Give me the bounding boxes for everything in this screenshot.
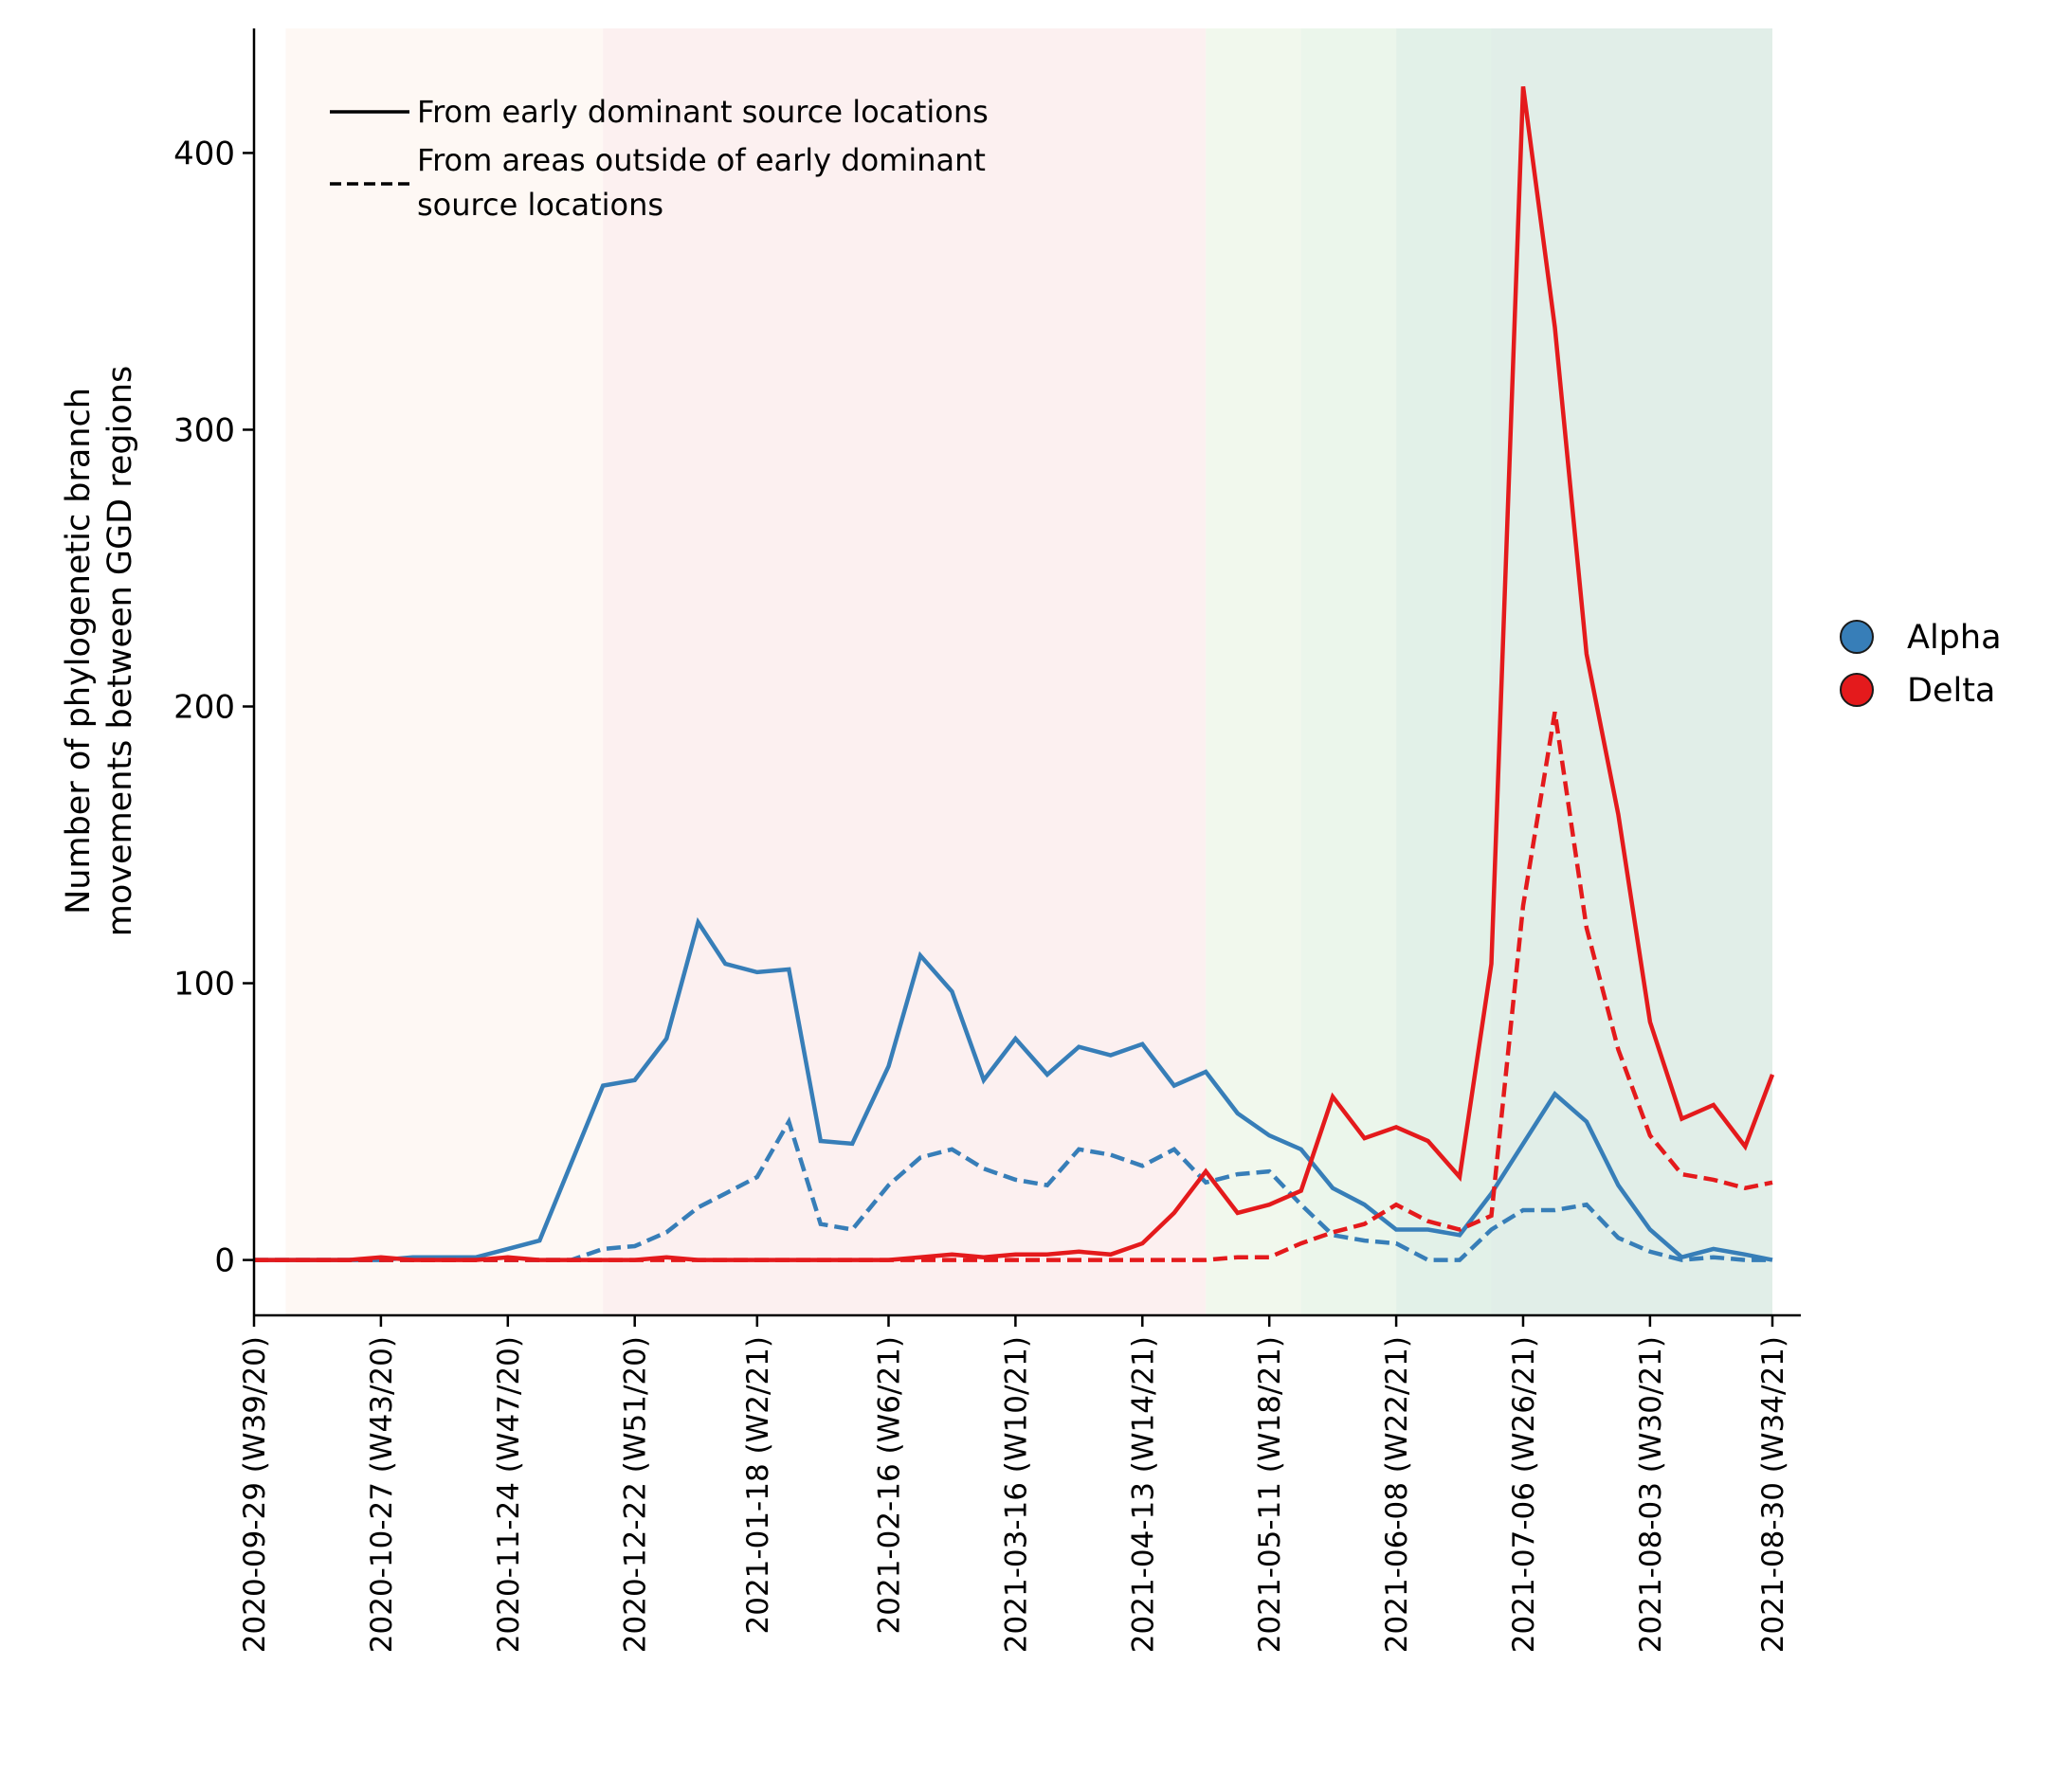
background-band bbox=[1206, 28, 1301, 1315]
x-tick-label: 2021-02-16 (W6/21) bbox=[872, 1336, 906, 1634]
line-style-legend-label: From areas outside of early dominant bbox=[417, 142, 986, 178]
series-line-alpha-solid bbox=[254, 916, 1773, 1262]
axes bbox=[252, 28, 1801, 1317]
background-band bbox=[285, 28, 604, 1315]
x-tick-label: 2021-07-06 (W26/21) bbox=[1507, 1336, 1541, 1653]
background-band bbox=[603, 28, 1207, 1315]
background-band bbox=[1300, 28, 1397, 1315]
y-tick-label: 300 bbox=[173, 411, 235, 449]
y-axis-label-line: Number of phylogenetic branch bbox=[60, 388, 98, 914]
series-line-delta-dashed bbox=[254, 711, 1773, 1262]
x-tick-label: 2021-04-13 (W14/21) bbox=[1126, 1336, 1160, 1653]
y-ticks: 0 100 200 300 400 bbox=[173, 135, 254, 1280]
legend-label-alpha: Alpha bbox=[1907, 619, 2002, 657]
x-tick-label: 2021-01-18 (W2/21) bbox=[741, 1336, 775, 1634]
legend-marker-delta bbox=[1840, 673, 1874, 707]
y-tick-label: 100 bbox=[173, 966, 235, 1004]
x-tick-label: 2020-11-24 (W47/20) bbox=[492, 1336, 526, 1653]
y-tick-label: 200 bbox=[173, 689, 235, 727]
x-tick-label: 2021-08-30 (W34/21) bbox=[1756, 1336, 1790, 1653]
y-tick-label: 0 bbox=[214, 1242, 235, 1280]
legend-label-delta: Delta bbox=[1907, 672, 1995, 710]
x-ticks: 2020-09-29 (W39/20) 2020-10-27 (W43/20) 20… bbox=[238, 1315, 1790, 1653]
series-lines bbox=[254, 86, 1775, 1262]
line-style-legend: From early dominant source locations From… bbox=[330, 94, 989, 223]
background-bands bbox=[285, 28, 1772, 1315]
line-style-legend-label: source locations bbox=[417, 187, 663, 223]
legend-marker-alpha bbox=[1840, 620, 1874, 654]
y-axis-label-line: movements between GGD regions bbox=[101, 366, 139, 936]
x-tick-label: 2021-06-08 (W22/21) bbox=[1380, 1336, 1414, 1653]
variant-legend: Alpha Delta bbox=[1840, 619, 2002, 710]
x-tick-label: 2021-03-16 (W10/21) bbox=[999, 1336, 1033, 1653]
background-band bbox=[1491, 28, 1772, 1315]
series-line-delta-solid bbox=[254, 86, 1775, 1262]
background-band bbox=[1396, 28, 1492, 1315]
x-tick-label: 2021-05-11 (W18/21) bbox=[1253, 1336, 1287, 1653]
y-tick-label: 400 bbox=[173, 135, 235, 172]
x-tick-label: 2020-09-29 (W39/20) bbox=[238, 1336, 272, 1653]
line-style-legend-label: From early dominant source locations bbox=[417, 94, 989, 130]
y-axis-label: Number of phylogenetic branch movements b… bbox=[60, 366, 139, 936]
x-tick-label: 2021-08-03 (W30/21) bbox=[1634, 1336, 1668, 1653]
x-tick-label: 2020-10-27 (W43/20) bbox=[365, 1336, 399, 1653]
x-tick-label: 2020-12-22 (W51/20) bbox=[619, 1336, 653, 1653]
